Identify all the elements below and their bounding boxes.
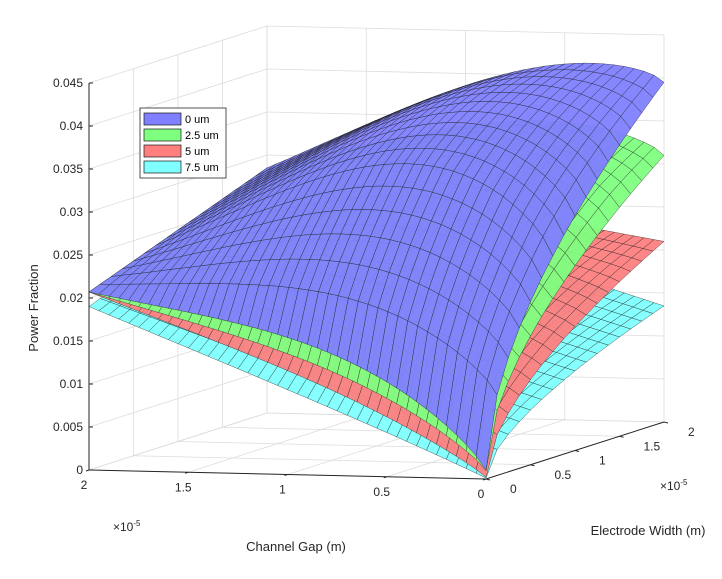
x-tick-mark [284, 474, 288, 476]
y-gridline-floor [177, 441, 576, 451]
y-exponent: ×10-5 [660, 478, 688, 493]
y-tick-mark [485, 478, 491, 481]
x-tick-label: 2 [81, 478, 88, 492]
z-tick-label: 0.035 [53, 162, 83, 176]
y-tick-label: 2 [688, 425, 695, 439]
y-axis-label: Electrode Width (m) [591, 523, 706, 538]
y-tick-mark [574, 450, 580, 452]
z-axis-label: Power Fraction [26, 264, 41, 351]
y-tick-label: 1 [599, 454, 606, 468]
x-tick-mark [482, 478, 487, 481]
x-tick-label: 1.5 [175, 480, 192, 494]
y-tick-mark [619, 435, 624, 438]
legend-swatch [143, 160, 182, 174]
y-tick-label: 1.5 [644, 439, 661, 453]
x-tick-label: 0 [478, 487, 485, 501]
legend-swatch [143, 144, 182, 158]
x-tick-mark [383, 476, 387, 479]
y-tick-mark [663, 421, 669, 424]
legend-label: 0 um [185, 114, 209, 126]
axes-layer: 00.511.52 00.511.5200.0050.010.0150.020.0… [53, 76, 695, 501]
z-tick-label: 0.045 [53, 76, 83, 90]
x-exponent: ×10-5 [113, 519, 141, 534]
z-tick-label: 0.015 [53, 334, 83, 348]
z-tick-label: 0.04 [60, 119, 84, 133]
legend-swatch [143, 128, 182, 142]
y-exponent-base: ×10 [660, 479, 681, 493]
z-tick-label: 0.01 [60, 377, 84, 391]
y-exponent-power: -5 [680, 478, 688, 487]
svg-text:×10-5: ×10-5 [113, 519, 141, 534]
x-axis-label: Channel Gap (m) [246, 539, 346, 554]
surface-0-um [88, 62, 665, 471]
x-exponent-base: ×10 [113, 520, 134, 534]
y-tick-mark [530, 464, 535, 467]
z-tick-label: 0.005 [53, 420, 83, 434]
z-tick-label: 0.025 [53, 248, 83, 262]
y-tick-label: 0.5 [555, 468, 572, 482]
x-gridline-floor [88, 412, 268, 471]
surface-patch [475, 379, 498, 471]
legend-label: 7.5 um [185, 162, 219, 174]
legend-label: 2.5 um [185, 130, 219, 142]
legend: 0 um 2.5 um 5 um 7.5 um [139, 107, 227, 179]
z-tick-label: 0.03 [60, 205, 84, 219]
x-tick-label: 1 [279, 483, 286, 497]
x-gridline-floor [188, 414, 367, 473]
svg-text:×10-5: ×10-5 [660, 478, 688, 493]
y-tick-label: 0 [510, 482, 517, 496]
legend-swatch [143, 112, 182, 126]
x-exponent-power: -5 [133, 519, 141, 528]
x-tick-mark [85, 469, 90, 472]
x-tick-mark [185, 471, 189, 474]
x-tick-label: 0.5 [373, 485, 390, 499]
z-tick-label: 0 [76, 463, 83, 477]
z-tick-label: 0.02 [60, 291, 84, 305]
surface-layer [88, 62, 665, 479]
legend-label: 5 um [185, 146, 209, 158]
